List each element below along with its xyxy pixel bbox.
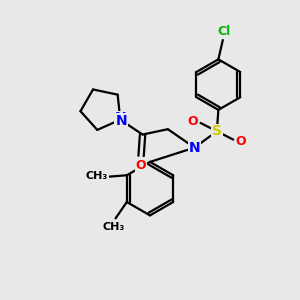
Text: CH₃: CH₃ bbox=[103, 222, 125, 232]
Text: S: S bbox=[212, 124, 222, 138]
Text: O: O bbox=[136, 159, 146, 172]
Text: O: O bbox=[235, 135, 246, 148]
Text: Cl: Cl bbox=[218, 25, 231, 38]
Text: N: N bbox=[115, 112, 126, 125]
Text: N: N bbox=[116, 114, 127, 128]
Text: N: N bbox=[189, 141, 200, 154]
Text: O: O bbox=[188, 115, 198, 128]
Text: CH₃: CH₃ bbox=[86, 171, 108, 181]
